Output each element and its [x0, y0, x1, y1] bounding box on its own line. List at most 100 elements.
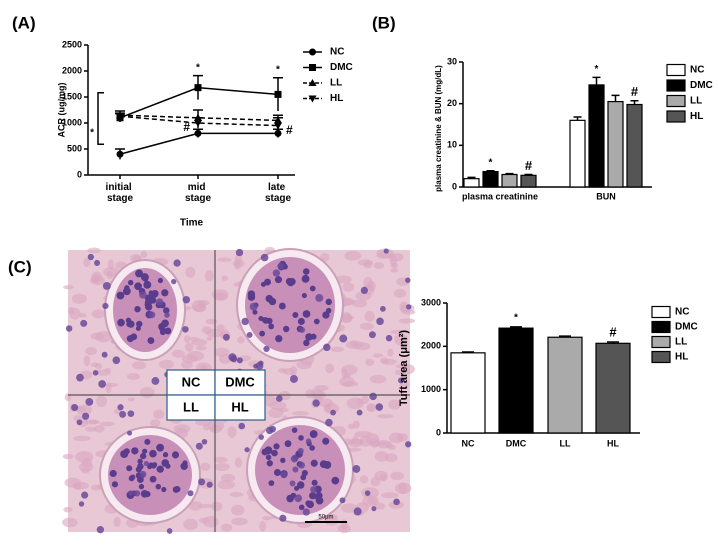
tissue	[198, 517, 210, 524]
nucleus	[120, 450, 129, 459]
marker	[274, 90, 282, 98]
tissue	[187, 350, 205, 362]
error-bar	[510, 326, 522, 329]
nucleus	[128, 475, 135, 482]
x-tick-label: plasma creatinine	[462, 191, 538, 201]
nucleus	[76, 373, 84, 382]
nucleus	[198, 478, 206, 486]
nucleus	[145, 303, 153, 311]
tissue	[374, 451, 389, 462]
nucleus	[260, 253, 269, 262]
nucleus	[144, 438, 151, 445]
nucleus	[236, 357, 243, 364]
nucleus	[182, 326, 189, 333]
nucleus	[331, 476, 340, 485]
nucleus	[122, 287, 131, 296]
tissue	[94, 362, 102, 370]
tissue	[214, 347, 230, 357]
nucleus	[309, 445, 315, 451]
y-tick-label: 1000	[421, 384, 441, 394]
tissue	[81, 468, 90, 474]
nucleus	[294, 494, 303, 503]
panel-label: (B)	[372, 13, 396, 32]
nucleus	[252, 309, 258, 315]
nucleus	[375, 403, 384, 411]
bar	[463, 178, 480, 188]
marker	[309, 64, 316, 71]
nucleus	[147, 464, 153, 470]
error-bar	[559, 335, 571, 338]
tissue	[263, 395, 278, 407]
error-bar	[592, 76, 601, 85]
tissue	[188, 500, 203, 511]
nucleus	[128, 490, 134, 496]
nucleus	[376, 317, 384, 326]
nucleus	[230, 355, 238, 363]
nucleus	[398, 377, 404, 384]
y-tick-label: 2000	[62, 65, 82, 75]
nucleus	[138, 483, 145, 490]
nucleus	[238, 422, 246, 430]
nucleus	[244, 447, 250, 453]
legend-label: DMC	[675, 322, 698, 333]
legend-label: NC	[690, 65, 704, 76]
tissue	[69, 307, 81, 320]
error-bar	[462, 351, 474, 353]
tissue	[85, 346, 97, 356]
nucleus	[303, 339, 310, 347]
nucleus	[280, 471, 288, 479]
nucleus	[171, 451, 180, 459]
nucleus	[246, 331, 253, 338]
tissue	[230, 504, 245, 516]
tissue	[341, 368, 348, 379]
tissue	[234, 262, 241, 270]
tissue	[259, 520, 267, 532]
nucleus	[352, 465, 361, 473]
annotation: *	[90, 128, 94, 139]
nucleus	[297, 447, 304, 454]
nucleus	[289, 375, 298, 383]
nucleus	[87, 253, 94, 261]
annotation: *	[276, 64, 280, 75]
nucleus	[360, 286, 368, 294]
tissue	[221, 275, 228, 281]
tissue	[195, 345, 207, 351]
tissue	[363, 260, 373, 269]
panel-label: (A)	[12, 13, 36, 32]
nucleus	[102, 281, 111, 290]
y-tick-label: 1500	[62, 91, 82, 101]
nucleus	[259, 330, 266, 337]
tissue	[389, 329, 408, 335]
nucleus	[383, 248, 389, 254]
y-tick-label: 500	[67, 143, 82, 153]
annotation: #	[525, 158, 533, 173]
error-bar	[607, 341, 619, 344]
nucleus	[322, 437, 330, 445]
nucleus	[127, 430, 133, 436]
nucleus	[140, 452, 147, 460]
nucleus	[126, 465, 133, 472]
nucleus	[302, 275, 308, 282]
tissue	[305, 389, 315, 399]
nucleus	[385, 334, 393, 342]
nucleus	[101, 351, 108, 358]
nucleus	[369, 392, 377, 401]
legend-label: LL	[675, 337, 687, 348]
marker	[274, 122, 282, 130]
tissue	[83, 258, 91, 268]
x-tick-label: HL	[607, 438, 619, 448]
image-label: LL	[183, 399, 199, 414]
tissue	[171, 349, 185, 358]
nucleus	[289, 480, 296, 487]
error-bar	[573, 116, 582, 121]
bar	[607, 100, 624, 188]
tissue	[63, 285, 74, 290]
nucleus	[148, 311, 156, 319]
nucleus	[272, 269, 281, 277]
nucleus	[112, 356, 121, 365]
tissue	[359, 322, 374, 331]
tissue	[93, 425, 105, 433]
tissue	[113, 516, 121, 528]
legend-label: DMC	[690, 80, 713, 91]
tissue	[361, 395, 369, 405]
